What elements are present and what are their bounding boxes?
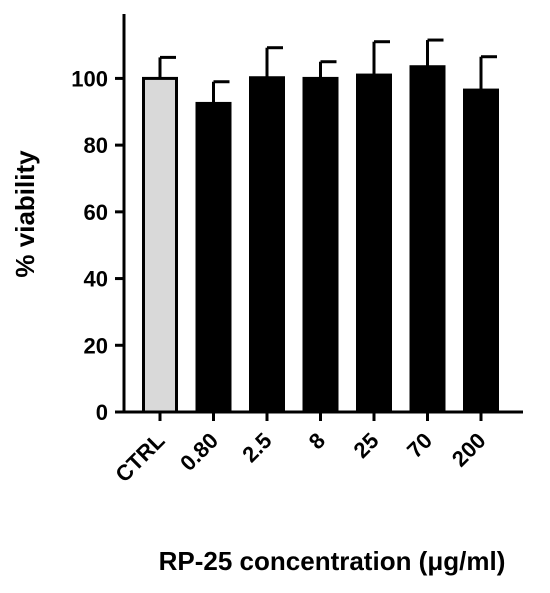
y-tick-label-40: 40 (84, 267, 108, 292)
x-axis-title: RP-25 concentration (μg/ml) (159, 546, 506, 576)
x-tick-label-0.80: 0.80 (175, 428, 223, 476)
x-tick-label-200: 200 (447, 428, 491, 472)
bars-layer (142, 65, 499, 414)
x-tick-label-70: 70 (402, 428, 437, 463)
bar-200 (463, 88, 499, 414)
x-tick-label-CTRL: CTRL (110, 428, 169, 487)
y-tick-label-60: 60 (84, 200, 108, 225)
bar-0.80 (195, 101, 232, 414)
bar-70 (409, 65, 446, 414)
bar-25 (356, 73, 392, 414)
bar-2.5 (249, 76, 285, 414)
y-axis-title: % viability (10, 150, 40, 278)
axes-layer (122, 14, 523, 414)
bar-8 (302, 76, 339, 414)
x-ticks-layer: CTRL 0.80 2.5 8 25 70 200 (110, 412, 491, 487)
y-ticks-layer: 0 20 40 60 80 100 (71, 66, 124, 425)
y-tick-label-0: 0 (96, 400, 108, 425)
bar-CTRL (142, 76, 178, 414)
x-tick-label-8: 8 (304, 428, 330, 454)
y-tick-label-80: 80 (84, 133, 108, 158)
x-tick-label-25: 25 (349, 428, 384, 463)
error-bars-layer (158, 38, 497, 104)
y-tick-label-100: 100 (71, 66, 108, 91)
y-tick-label-20: 20 (84, 333, 108, 358)
x-tick-label-2.5: 2.5 (237, 428, 276, 467)
